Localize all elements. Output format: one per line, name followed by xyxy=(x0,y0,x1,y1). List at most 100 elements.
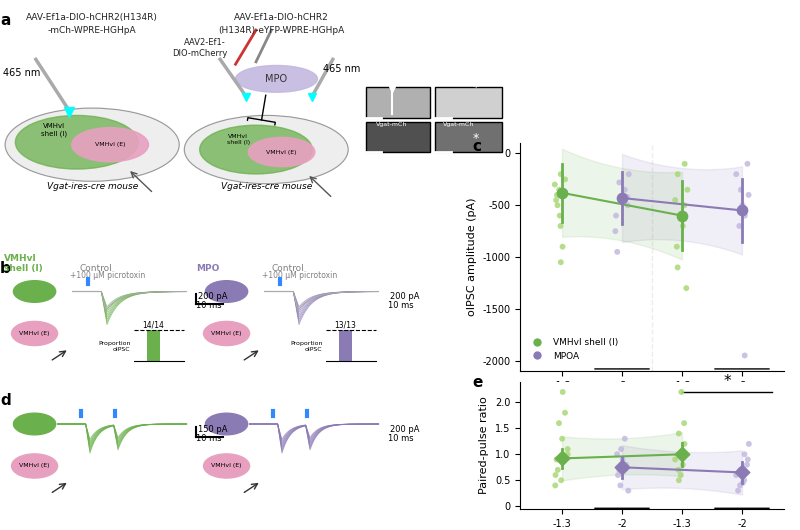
Text: 13/13: 13/13 xyxy=(334,320,357,329)
Text: 150 pA: 150 pA xyxy=(198,425,227,434)
Point xyxy=(742,440,755,448)
Text: VMHvl
shell (l): VMHvl shell (l) xyxy=(226,135,250,145)
Ellipse shape xyxy=(184,116,348,184)
Point xyxy=(737,479,750,487)
Point xyxy=(738,351,751,360)
Point xyxy=(675,450,688,458)
Text: DIO-mCherry: DIO-mCherry xyxy=(172,49,227,58)
Text: MPO: MPO xyxy=(196,264,219,273)
Text: e: e xyxy=(473,375,483,390)
Text: Vgat-mCh: Vgat-mCh xyxy=(443,122,474,127)
Text: 10 ms: 10 ms xyxy=(389,434,414,443)
Text: VMHvl (E): VMHvl (E) xyxy=(266,149,297,155)
Ellipse shape xyxy=(248,137,315,166)
Ellipse shape xyxy=(14,281,56,302)
Ellipse shape xyxy=(72,128,149,162)
Ellipse shape xyxy=(14,413,56,435)
Point xyxy=(673,429,686,438)
Point xyxy=(550,455,563,464)
Point xyxy=(614,445,627,453)
Point xyxy=(616,194,629,202)
Point xyxy=(621,193,634,201)
Text: 200 pA: 200 pA xyxy=(390,292,419,301)
X-axis label: AP relative to bregma (mm): AP relative to bregma (mm) xyxy=(574,396,730,407)
Point xyxy=(675,211,688,220)
Text: *: * xyxy=(723,374,731,390)
Point xyxy=(734,481,746,490)
Text: AAV-Ef1a-DIO-hCHR2: AAV-Ef1a-DIO-hCHR2 xyxy=(234,13,329,22)
Point xyxy=(730,471,742,479)
Point xyxy=(610,211,622,220)
Point xyxy=(674,211,687,220)
Point xyxy=(618,435,631,443)
Point xyxy=(551,466,564,474)
Point xyxy=(622,170,635,179)
Text: AAV2-Ef1-: AAV2-Ef1- xyxy=(184,38,226,47)
Ellipse shape xyxy=(15,116,138,169)
Point xyxy=(671,263,684,272)
Text: VMHvl (E): VMHvl (E) xyxy=(211,331,242,336)
Y-axis label: oIPSC amplitude (pA): oIPSC amplitude (pA) xyxy=(466,198,477,316)
Text: *: * xyxy=(473,132,479,145)
Ellipse shape xyxy=(11,454,58,478)
Point xyxy=(562,445,574,453)
Point xyxy=(736,468,749,476)
Point xyxy=(672,466,685,474)
Point xyxy=(614,481,626,490)
Point xyxy=(736,206,749,215)
Point xyxy=(670,242,683,251)
Point xyxy=(611,471,624,479)
Point xyxy=(742,191,755,199)
Text: Proportion
oIPSC: Proportion oIPSC xyxy=(98,341,130,351)
Text: 10 ms: 10 ms xyxy=(389,301,414,310)
Ellipse shape xyxy=(11,321,58,346)
Point xyxy=(555,189,568,197)
Point xyxy=(616,455,629,464)
Text: 10 ms: 10 ms xyxy=(197,434,222,443)
Point xyxy=(677,461,690,469)
Bar xyxy=(366,121,430,152)
Text: -mCh-WPRE-HGHpA: -mCh-WPRE-HGHpA xyxy=(48,25,137,34)
Point xyxy=(558,175,571,183)
Point xyxy=(554,170,567,179)
Text: Vgat-ires-cre mouse: Vgat-ires-cre mouse xyxy=(46,182,138,191)
Text: Vgat-ires-cre mouse: Vgat-ires-cre mouse xyxy=(221,182,312,191)
Point xyxy=(734,466,746,474)
Point xyxy=(733,222,746,230)
Point xyxy=(549,180,562,189)
Point xyxy=(673,476,686,484)
Ellipse shape xyxy=(203,454,250,478)
Point xyxy=(678,160,691,168)
Point xyxy=(741,461,754,469)
Text: 465 nm: 465 nm xyxy=(2,68,40,78)
Point xyxy=(558,409,571,417)
Point xyxy=(732,487,745,495)
Bar xyxy=(435,87,502,118)
Text: MPO: MPO xyxy=(266,74,287,84)
Point xyxy=(613,178,626,187)
Point xyxy=(550,191,563,199)
Point xyxy=(554,258,567,267)
Point xyxy=(678,419,690,427)
Point xyxy=(678,440,691,448)
Text: (H134R)-eYFP-WPRE-HGHpA: (H134R)-eYFP-WPRE-HGHpA xyxy=(218,25,345,34)
Point xyxy=(620,461,633,469)
Text: d: d xyxy=(0,393,10,409)
Text: Control: Control xyxy=(272,264,304,273)
Text: c: c xyxy=(473,138,482,154)
Point xyxy=(554,476,567,484)
Point xyxy=(677,222,690,230)
Ellipse shape xyxy=(235,66,318,92)
Text: VMHvl
shell (l): VMHvl shell (l) xyxy=(41,123,67,137)
Point xyxy=(738,450,751,458)
Point xyxy=(613,466,626,474)
Ellipse shape xyxy=(206,281,248,302)
Text: VMHvl (E): VMHvl (E) xyxy=(19,331,50,336)
Bar xyxy=(339,330,352,361)
Point xyxy=(677,450,690,458)
Point xyxy=(618,186,631,194)
Point xyxy=(669,455,682,464)
Text: +100 μM picrotoxin: +100 μM picrotoxin xyxy=(70,270,145,279)
Point xyxy=(734,186,747,194)
Point xyxy=(611,248,624,256)
